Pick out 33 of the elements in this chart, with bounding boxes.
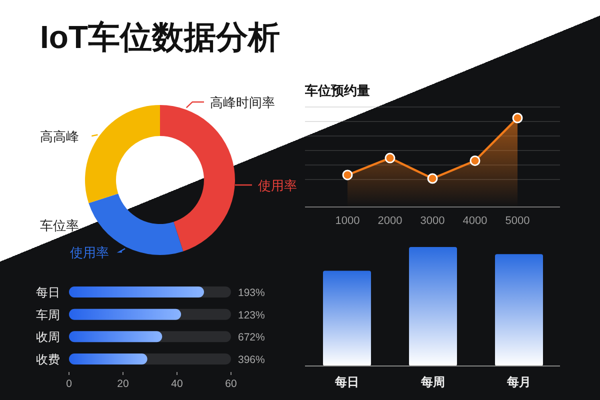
x-tick-label: 每月 — [506, 375, 531, 389]
x-tick-label: 20 — [117, 378, 129, 390]
x-tick-label: 40 — [171, 378, 183, 390]
y-tick-label: 收费 — [36, 352, 60, 366]
point — [427, 173, 438, 184]
point — [384, 152, 396, 164]
y-tick-label: 收周 — [36, 330, 60, 344]
slice-label: 高峰时间率 — [210, 95, 275, 110]
x-tick-label: 每周 — [420, 375, 445, 389]
x-tick-label: 4000 — [462, 215, 488, 227]
x-tick-label: 2000 — [378, 215, 402, 227]
point — [470, 155, 480, 166]
text: 车位率 — [40, 218, 79, 233]
x-tick-label: 1000 — [335, 215, 360, 227]
chart-title: 车位预约量 — [304, 83, 370, 98]
text: 672% — [238, 332, 265, 344]
point — [512, 112, 523, 124]
x-tick-label: 3000 — [420, 215, 445, 227]
text: 193% — [238, 287, 265, 299]
point — [342, 170, 353, 180]
x-tick-label: 每日 — [334, 375, 359, 389]
slice-label: 使用率 — [70, 245, 109, 260]
x-tick-label: 5000 — [505, 215, 530, 227]
slice-label: 高高峰 — [40, 129, 79, 144]
x-tick-label: 60 — [225, 378, 237, 390]
x-tick-label: 0 — [66, 378, 72, 390]
text: 123% — [238, 309, 265, 322]
text: 使用率 — [258, 178, 297, 193]
y-tick-label: 每日 — [36, 286, 60, 300]
text: 396% — [238, 354, 265, 366]
donut-slice — [85, 105, 160, 204]
y-tick-label: 车周 — [36, 308, 60, 322]
chart-title: IoT车位数据分析 — [40, 19, 280, 55]
